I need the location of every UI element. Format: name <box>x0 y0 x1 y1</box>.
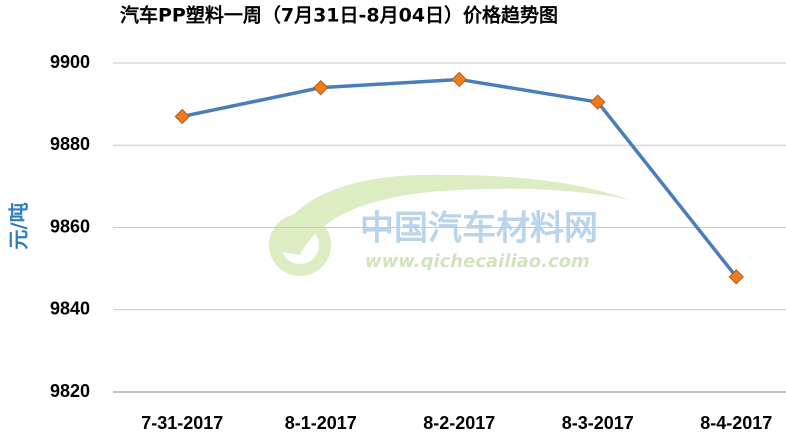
x-tick-label: 7-31-2017 <box>141 413 223 433</box>
y-tick-label: 9840 <box>50 299 90 319</box>
y-tick-label: 9900 <box>50 52 90 72</box>
y-tick-label: 9820 <box>50 381 90 401</box>
y-tick-label: 9880 <box>50 134 90 154</box>
y-tick-label: 9860 <box>50 216 90 236</box>
watermark-logo <box>269 214 331 276</box>
y-axis-label: 元/吨 <box>7 202 31 249</box>
x-tick-label: 8-2-2017 <box>423 413 495 433</box>
marker <box>590 94 606 110</box>
marker <box>451 71 467 88</box>
x-tick-label: 8-3-2017 <box>562 413 634 433</box>
marker <box>174 108 190 125</box>
watermark-url: www.qichecailiao.com <box>365 251 590 272</box>
watermark-swoosh <box>270 174 630 255</box>
marker <box>313 79 329 96</box>
x-tick-label: 8-4-2017 <box>700 413 772 433</box>
chart-title: 汽车PP塑料一周（7月31日-8月04日）价格趋势图 <box>120 4 558 27</box>
x-tick-label: 8-1-2017 <box>285 413 357 433</box>
watermark: 中国汽车材料网 www.qichecailiao.com <box>269 174 630 276</box>
watermark-name: 中国汽车材料网 <box>360 209 598 249</box>
marker <box>728 269 744 285</box>
